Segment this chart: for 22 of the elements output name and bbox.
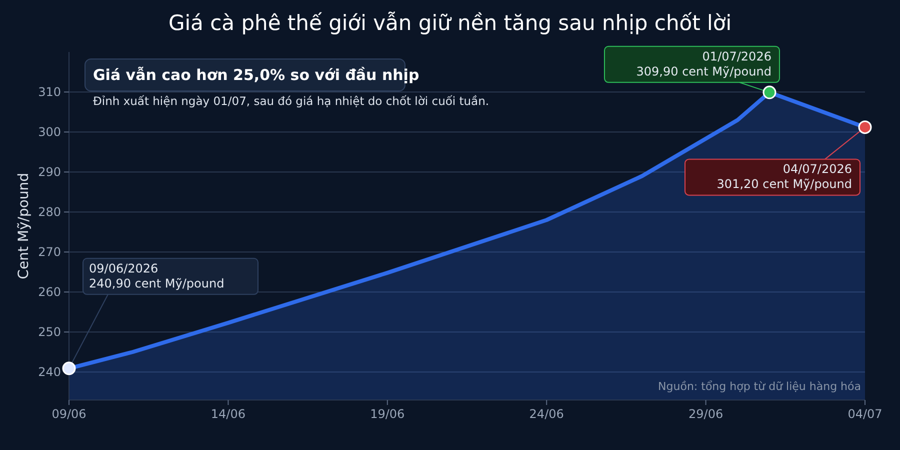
x-tick-label: 04/07 (848, 407, 882, 421)
y-tick-label: 290 (38, 165, 61, 180)
y-tick-label: 280 (38, 205, 61, 220)
y-tick-label: 240 (38, 365, 61, 380)
x-tick-label: 09/06 (52, 407, 86, 421)
annotation: Đỉnh xuất hiện ngày 01/07, sau đó giá hạ nhiệt do chốt lời cuối tuần. (93, 94, 490, 108)
annotation: Nguồn: tổng hợp từ dữ liệu hàng hóa (658, 380, 861, 393)
annotation: 09/06/2026 240,90 cent Mỹ/pound (89, 261, 224, 290)
x-tick-label: 19/06 (370, 407, 405, 421)
y-tick-label: 310 (38, 85, 61, 100)
y-tick-label: 300 (38, 125, 61, 140)
annotation: 01/07/2026 309,90 cent Mỹ/pound (636, 49, 772, 78)
x-tick-label: 14/06 (210, 407, 246, 421)
y-tick-label: 260 (38, 285, 61, 300)
y-tick-label: 250 (38, 325, 61, 340)
chart-title: Giá cà phê thế giới vẫn giữ nền tăng sau nhịp chốt lời (168, 11, 732, 35)
annotation: Giá vẫn cao hơn 25,0% so với đầu nhịp (93, 66, 420, 84)
x-tick-label: 24/06 (529, 407, 564, 421)
y-axis-title: Cent Mỹ/pound (16, 172, 32, 280)
x-tick-label: 29/06 (688, 407, 724, 421)
y-tick-label: 270 (38, 245, 61, 260)
annotation: 04/07/2026 301,20 cent Mỹ/pound (716, 162, 852, 192)
